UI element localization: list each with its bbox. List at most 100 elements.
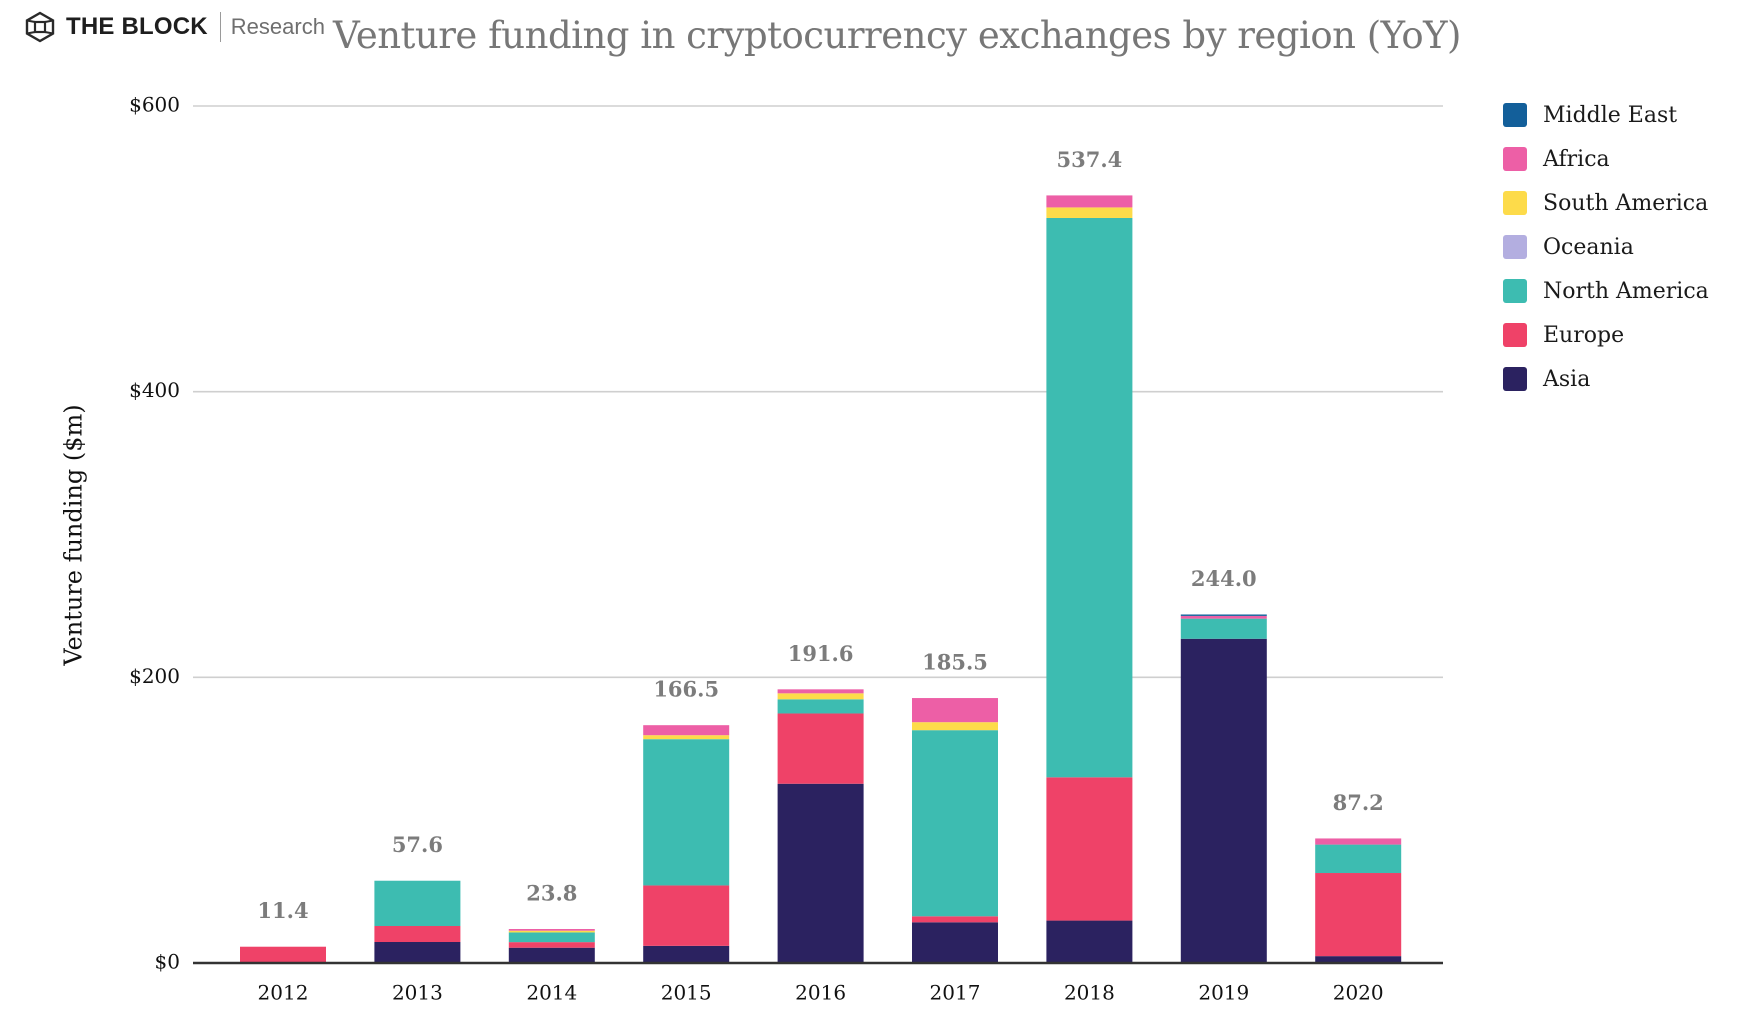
x-axis-ticks: 2012 2013 2014 2015 2016 2017 2018 2019 2020 (258, 981, 1384, 1005)
bar-segment-asia (1180, 638, 1267, 963)
hexagon-cube-icon (24, 11, 56, 43)
bar-stack-2018 (1046, 195, 1133, 963)
bar-segment-africa (912, 698, 998, 723)
bar-stack-2015 (643, 725, 730, 963)
legend-item-north-america[interactable]: North America (1503, 269, 1709, 313)
legend-item-africa[interactable]: Africa (1503, 137, 1709, 181)
legend-label: Middle East (1543, 102, 1678, 128)
x-tick-label: 2016 (795, 981, 846, 1005)
legend-swatch (1503, 191, 1527, 215)
legend-swatch (1503, 147, 1527, 171)
bar-stack-2014 (508, 929, 595, 963)
x-tick-label: 2020 (1333, 981, 1384, 1005)
bar-segment-africa (643, 725, 730, 736)
bar-segment-south-america (1046, 207, 1133, 218)
bar-segment-north-america (912, 730, 998, 917)
legend-swatch (1503, 279, 1527, 303)
legend-label: Oceania (1543, 234, 1634, 260)
y-tick-label: $0 (155, 950, 180, 974)
bar-segment-asia (777, 783, 864, 963)
chart-title: Venture funding in cryptocurrency exchan… (333, 14, 1461, 57)
x-tick-label: 2014 (526, 981, 577, 1005)
total-label: 166.5 (653, 677, 719, 702)
total-label: 537.4 (1057, 147, 1123, 172)
bar-segment-asia (374, 942, 461, 963)
bar-stack-2019 (1180, 614, 1267, 963)
bar-segment-north-america (374, 880, 461, 927)
bar-stack-2013 (374, 880, 461, 963)
bar-segment-asia (508, 947, 595, 963)
legend-label: South America (1543, 190, 1709, 216)
total-label: 244.0 (1191, 566, 1257, 591)
x-tick-label: 2017 (930, 981, 981, 1005)
y-tick-label: $600 (129, 93, 180, 117)
legend-item-south-america[interactable]: South America (1503, 181, 1709, 225)
bar-segment-north-america (1180, 618, 1267, 639)
bar-stack-2020 (1315, 838, 1402, 963)
x-tick-label: 2012 (258, 981, 309, 1005)
total-label: 57.6 (392, 832, 443, 857)
bar-segment-europe (508, 942, 595, 948)
bars (240, 195, 1402, 963)
bar-segment-north-america (1315, 844, 1402, 874)
bar-segment-south-america (508, 930, 595, 933)
bar-segment-middle-east (1180, 614, 1267, 616)
bar-segment-africa (1180, 615, 1267, 619)
total-label: 185.5 (922, 650, 988, 675)
y-tick-label: $200 (129, 664, 180, 688)
bar-segment-europe (1315, 873, 1402, 957)
legend-label: Asia (1543, 366, 1591, 392)
legend-swatch (1503, 103, 1527, 127)
bar-segment-africa (508, 929, 595, 931)
bar-segment-north-america (643, 739, 730, 886)
bar-segment-asia (912, 922, 998, 963)
legend: Middle East Africa South America Oceania Nor… (1503, 93, 1709, 401)
total-label: 11.4 (257, 898, 308, 923)
bar-segment-africa (1315, 838, 1402, 845)
bar-segment-south-america (912, 722, 998, 731)
x-tick-label: 2018 (1064, 981, 1115, 1005)
legend-item-middle-east[interactable]: Middle East (1503, 93, 1709, 137)
legend-item-oceania[interactable]: Oceania (1503, 225, 1709, 269)
y-axis-title: Venture funding ($m) (60, 404, 88, 666)
bar-segment-north-america (777, 699, 864, 714)
bar-stack-2017 (912, 698, 998, 963)
bar-segment-asia (1315, 956, 1402, 963)
total-label: 87.2 (1333, 790, 1384, 815)
bar-segment-asia (1046, 920, 1133, 963)
legend-swatch (1503, 235, 1527, 259)
bar-segment-europe (643, 885, 730, 946)
legend-label: North America (1543, 278, 1709, 304)
legend-swatch (1503, 323, 1527, 347)
bar-segment-south-america (777, 693, 864, 700)
bar-stack-2012 (240, 946, 326, 963)
legend-label: Europe (1543, 322, 1625, 348)
legend-item-asia[interactable]: Asia (1503, 357, 1709, 401)
legend-item-europe[interactable]: Europe (1503, 313, 1709, 357)
bar-segment-asia (643, 945, 730, 963)
bar-segment-north-america (508, 932, 595, 943)
bar-segment-africa (777, 689, 864, 694)
x-tick-label: 2019 (1198, 981, 1249, 1005)
bar-segment-europe (1046, 777, 1133, 921)
logo-divider (219, 12, 221, 42)
y-axis-ticks: $0 $200 $400 $600 (129, 93, 180, 974)
legend-swatch (1503, 367, 1527, 391)
gridlines (193, 105, 1443, 679)
y-tick-label: $400 (129, 378, 180, 402)
bar-segment-africa (1046, 195, 1133, 208)
bar-segment-north-america (1046, 217, 1133, 778)
legend-label: Africa (1543, 146, 1610, 172)
total-label: 23.8 (526, 881, 577, 906)
bar-segment-europe (240, 946, 326, 963)
brand-name: THE BLOCK (66, 13, 208, 40)
total-label: 191.6 (788, 641, 854, 666)
brand-subtitle: Research (230, 14, 325, 39)
x-tick-label: 2015 (661, 981, 712, 1005)
bar-segment-europe (777, 713, 864, 784)
x-tick-label: 2013 (392, 981, 443, 1005)
bar-stack-2016 (777, 689, 864, 963)
total-labels: 11.4 57.6 23.8 166.5 191.6 185.5 537.4 244.0 87.… (257, 147, 1383, 923)
bar-segment-europe (912, 916, 998, 923)
